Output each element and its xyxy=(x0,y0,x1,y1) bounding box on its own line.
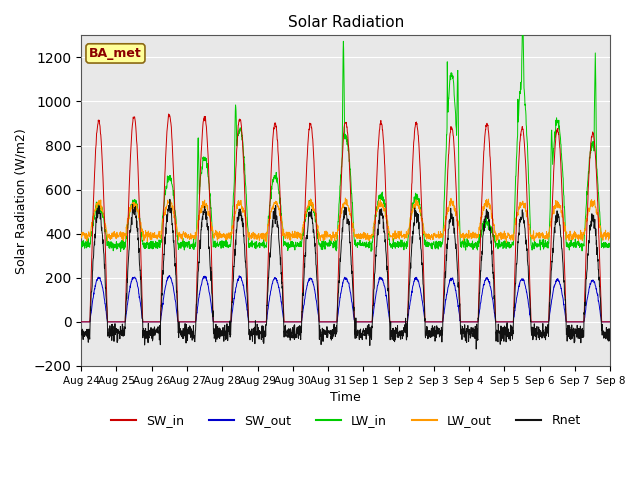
Line: Rnet: Rnet xyxy=(81,199,611,349)
LW_in xyxy=(500,245,508,251)
SW_out xyxy=(575,319,582,325)
Rnet xyxy=(500,325,508,331)
LW_out xyxy=(361,235,369,241)
LW_in xyxy=(607,242,614,248)
LW_in xyxy=(225,242,233,248)
Y-axis label: Solar Radiation (W/m2): Solar Radiation (W/m2) xyxy=(15,128,28,274)
Line: SW_out: SW_out xyxy=(81,276,611,322)
Rnet xyxy=(372,244,380,250)
SW_in xyxy=(560,236,568,241)
SW_out xyxy=(560,302,568,308)
LW_out xyxy=(225,234,232,240)
LW_out xyxy=(342,195,349,201)
SW_out xyxy=(77,319,85,325)
SW_in xyxy=(372,181,380,187)
Title: Solar Radiation: Solar Radiation xyxy=(287,15,404,30)
LW_in xyxy=(116,249,124,254)
Legend: SW_in, SW_out, LW_in, LW_out, Rnet: SW_in, SW_out, LW_in, LW_out, Rnet xyxy=(106,409,586,432)
LW_in xyxy=(560,193,568,199)
Rnet xyxy=(560,277,568,283)
SW_in xyxy=(500,319,508,325)
LW_in xyxy=(361,240,369,246)
Rnet xyxy=(77,332,85,337)
LW_out xyxy=(607,229,614,235)
SW_out xyxy=(372,288,380,294)
Rnet xyxy=(225,328,233,334)
SW_in xyxy=(77,319,85,325)
Rnet xyxy=(607,331,614,337)
SW_out xyxy=(500,319,508,325)
SW_out xyxy=(225,319,233,325)
LW_out xyxy=(502,240,510,245)
Rnet xyxy=(166,196,173,202)
Rnet xyxy=(472,346,480,352)
Rnet xyxy=(361,333,369,338)
Line: LW_out: LW_out xyxy=(81,198,611,242)
SW_in xyxy=(575,319,582,325)
X-axis label: Time: Time xyxy=(330,391,361,404)
Line: SW_in: SW_in xyxy=(81,114,611,322)
LW_in xyxy=(518,14,526,20)
Line: LW_in: LW_in xyxy=(81,17,611,252)
LW_out xyxy=(560,220,568,226)
Text: BA_met: BA_met xyxy=(89,47,142,60)
SW_out xyxy=(361,319,369,325)
SW_in xyxy=(361,319,369,325)
LW_out xyxy=(575,237,582,242)
LW_in xyxy=(372,204,380,210)
LW_in xyxy=(575,239,582,244)
SW_out xyxy=(607,319,614,325)
LW_out xyxy=(500,235,508,241)
SW_out xyxy=(166,273,173,278)
SW_in xyxy=(165,111,173,117)
SW_in xyxy=(225,319,233,325)
SW_in xyxy=(607,319,614,325)
LW_in xyxy=(77,245,85,251)
LW_out xyxy=(372,209,380,215)
LW_out xyxy=(77,232,85,238)
Rnet xyxy=(575,325,582,331)
